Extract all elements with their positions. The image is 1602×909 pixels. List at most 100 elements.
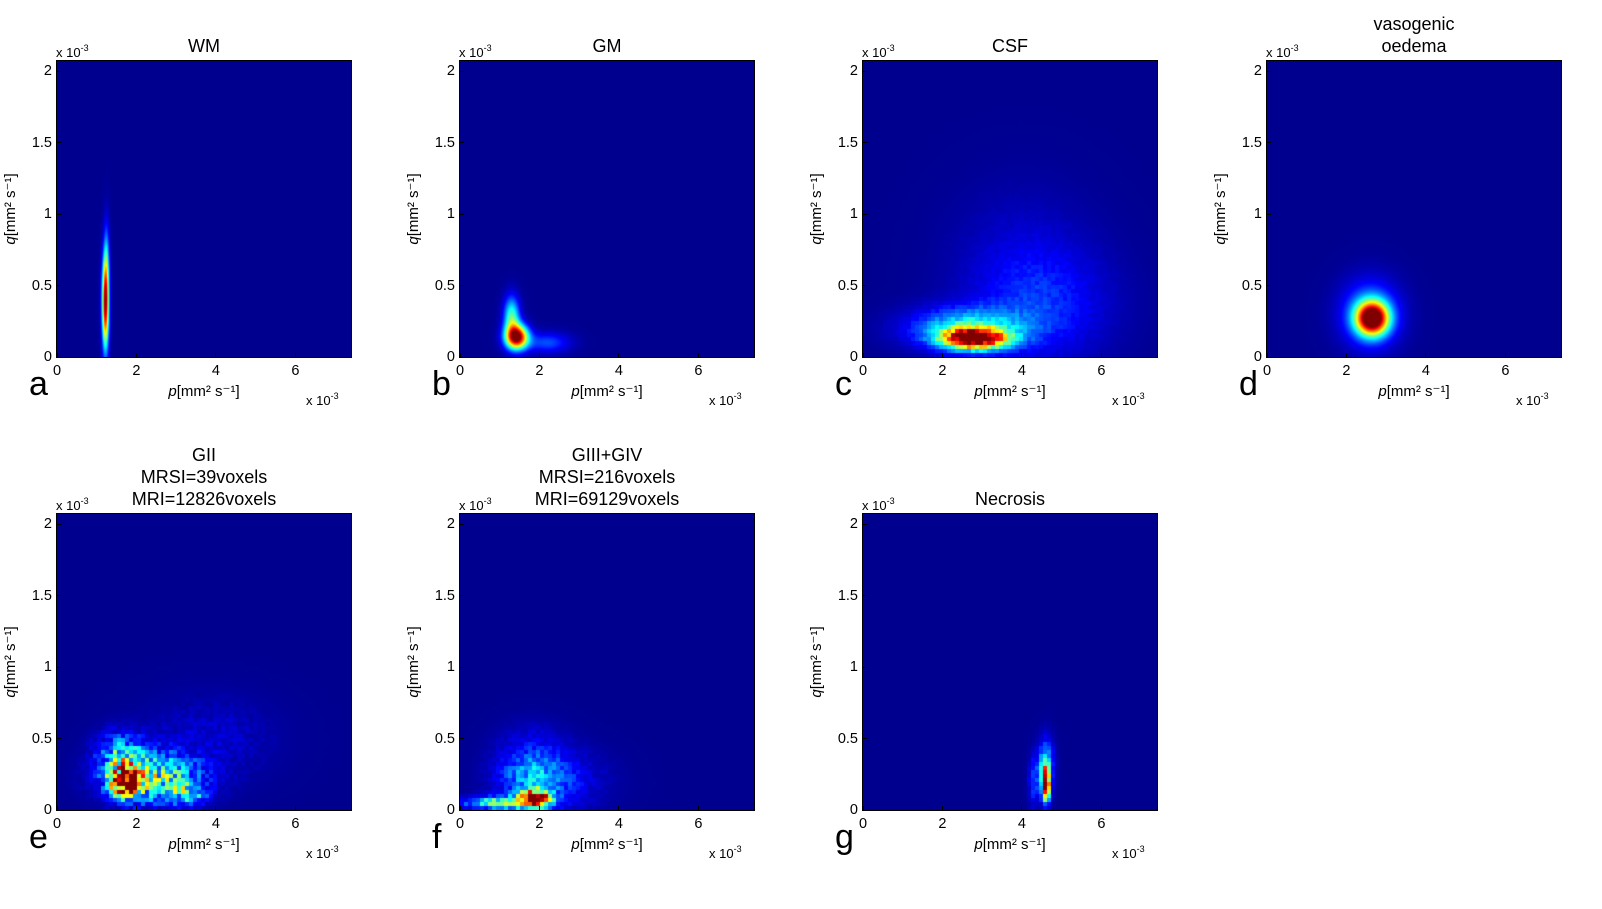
x-tick-mark (538, 353, 540, 357)
y-tick-label: 1 (849, 206, 858, 222)
x-axis-symbol: p (974, 836, 983, 853)
y-tick-label: 1 (1253, 206, 1262, 222)
y-exponent-power: -3 (483, 496, 492, 506)
x-exponent-label: x 10-3 (709, 841, 742, 862)
x-exponent-label: x 10-3 (1112, 388, 1145, 409)
panel-title-g: Necrosis (880, 488, 1140, 510)
y-tick-label: 2 (43, 63, 52, 79)
y-tick-mark (460, 666, 464, 668)
x-tick-label: 0 (858, 363, 868, 379)
y-tick-mark (863, 356, 867, 358)
y-tick-mark (863, 285, 867, 286)
panel-title-line: Necrosis (974, 489, 1045, 509)
y-exponent-label: x 10-3 (862, 40, 895, 61)
y-tick-mark (460, 523, 464, 525)
y-axis-unit: [mm² s⁻¹] (2, 626, 19, 690)
y-tick-mark (863, 213, 867, 215)
x-exponent-base: x 10 (306, 393, 331, 408)
y-tick-mark (863, 523, 867, 525)
x-tick-mark (618, 353, 620, 357)
x-exponent-power: -3 (1136, 391, 1145, 401)
x-tick-label: 6 (1501, 363, 1510, 379)
x-axis-unit: [mm² s⁻¹] (176, 383, 240, 400)
x-axis-unit: [mm² s⁻¹] (176, 836, 240, 853)
panel-letter-d: d (1239, 365, 1258, 403)
y-exponent-label: x 10-3 (56, 493, 89, 514)
y-tick-mark (1267, 142, 1271, 143)
y-tick-label: 1.5 (31, 587, 52, 604)
y-tick-label: 0.5 (434, 277, 455, 294)
y-tick-label: 0 (849, 349, 858, 365)
y-axis-symbol: q (2, 689, 19, 698)
panel-title-f: GIII+GIV MRSI=216voxels MRI=69129voxels (477, 444, 737, 510)
y-axis-symbol: q (2, 236, 19, 245)
x-tick-mark (1021, 806, 1023, 810)
y-axis-unit: [mm² s⁻¹] (405, 173, 422, 237)
panel-title-line: WM (188, 36, 220, 56)
y-tick-mark (460, 70, 464, 72)
x-exponent-power: -3 (1136, 844, 1145, 854)
y-exponent-base: x 10 (56, 498, 81, 513)
x-exponent-base: x 10 (1112, 846, 1137, 861)
y-exponent-label: x 10-3 (1266, 40, 1299, 61)
x-axis-label: p[mm² s⁻¹] (114, 836, 294, 854)
x-axis-label: p[mm² s⁻¹] (920, 836, 1100, 854)
x-tick-mark (862, 353, 864, 357)
y-exponent-label: x 10-3 (862, 493, 895, 514)
x-tick-mark (294, 353, 296, 357)
y-tick-label: 1 (43, 206, 52, 222)
y-tick-mark (460, 142, 464, 143)
y-axis-label: q[mm² s⁻¹] (808, 572, 826, 752)
panel-title-c: CSF (880, 35, 1140, 57)
x-tick-label: 4 (211, 816, 220, 832)
x-tick-label: 2 (1342, 363, 1351, 379)
x-axis-label: p[mm² s⁻¹] (517, 836, 697, 854)
y-tick-mark (1267, 285, 1271, 286)
y-tick-mark (863, 738, 867, 739)
x-exponent-power: -3 (330, 844, 339, 854)
x-tick-label: 0 (455, 363, 465, 379)
y-tick-label: 2 (446, 63, 455, 79)
x-axis-unit: [mm² s⁻¹] (982, 383, 1046, 400)
y-tick-label: 0.5 (434, 730, 455, 747)
y-exponent-label: x 10-3 (56, 40, 89, 61)
y-exponent-power: -3 (80, 496, 89, 506)
x-exponent-label: x 10-3 (306, 841, 339, 862)
x-exponent-label: x 10-3 (709, 388, 742, 409)
panel-title-line: MRI=69129voxels (534, 489, 680, 509)
y-exponent-base: x 10 (862, 498, 887, 513)
panel-title-a: WM (74, 35, 334, 57)
y-tick-label: 1.5 (31, 134, 52, 151)
y-tick-label: 0.5 (31, 277, 52, 294)
x-tick-label: 6 (291, 363, 300, 379)
panel-title-line: CSF (992, 36, 1028, 56)
y-exponent-base: x 10 (459, 498, 484, 513)
x-axis-label: p[mm² s⁻¹] (114, 383, 294, 401)
panel-title-line: GIII+GIV (571, 445, 643, 465)
y-tick-mark (863, 666, 867, 668)
y-tick-label: 0.5 (837, 730, 858, 747)
x-axis-label: p[mm² s⁻¹] (1324, 383, 1504, 401)
y-axis-unit: [mm² s⁻¹] (2, 173, 19, 237)
y-tick-label: 1 (43, 659, 52, 675)
x-tick-mark (1504, 353, 1506, 357)
y-exponent-power: -3 (483, 43, 492, 53)
x-axis-symbol: p (168, 836, 177, 853)
x-tick-label: 2 (535, 363, 544, 379)
panel-letter-g: g (835, 818, 854, 856)
y-tick-mark (57, 666, 61, 668)
x-tick-mark (697, 353, 699, 357)
x-tick-mark (56, 806, 58, 810)
x-exponent-base: x 10 (709, 846, 734, 861)
panel-letter-e: e (29, 818, 48, 856)
y-exponent-base: x 10 (56, 45, 81, 60)
y-axis-symbol: q (808, 236, 825, 245)
x-tick-label: 4 (1017, 816, 1026, 832)
panel-title-line: MRI=12826voxels (131, 489, 277, 509)
y-tick-label: 0 (43, 349, 52, 365)
x-tick-label: 0 (52, 363, 62, 379)
x-axis-label: p[mm² s⁻¹] (920, 383, 1100, 401)
x-tick-label: 4 (614, 816, 623, 832)
panel-title-line: MRSI=39voxels (140, 467, 268, 487)
y-axis-symbol: q (405, 689, 422, 698)
